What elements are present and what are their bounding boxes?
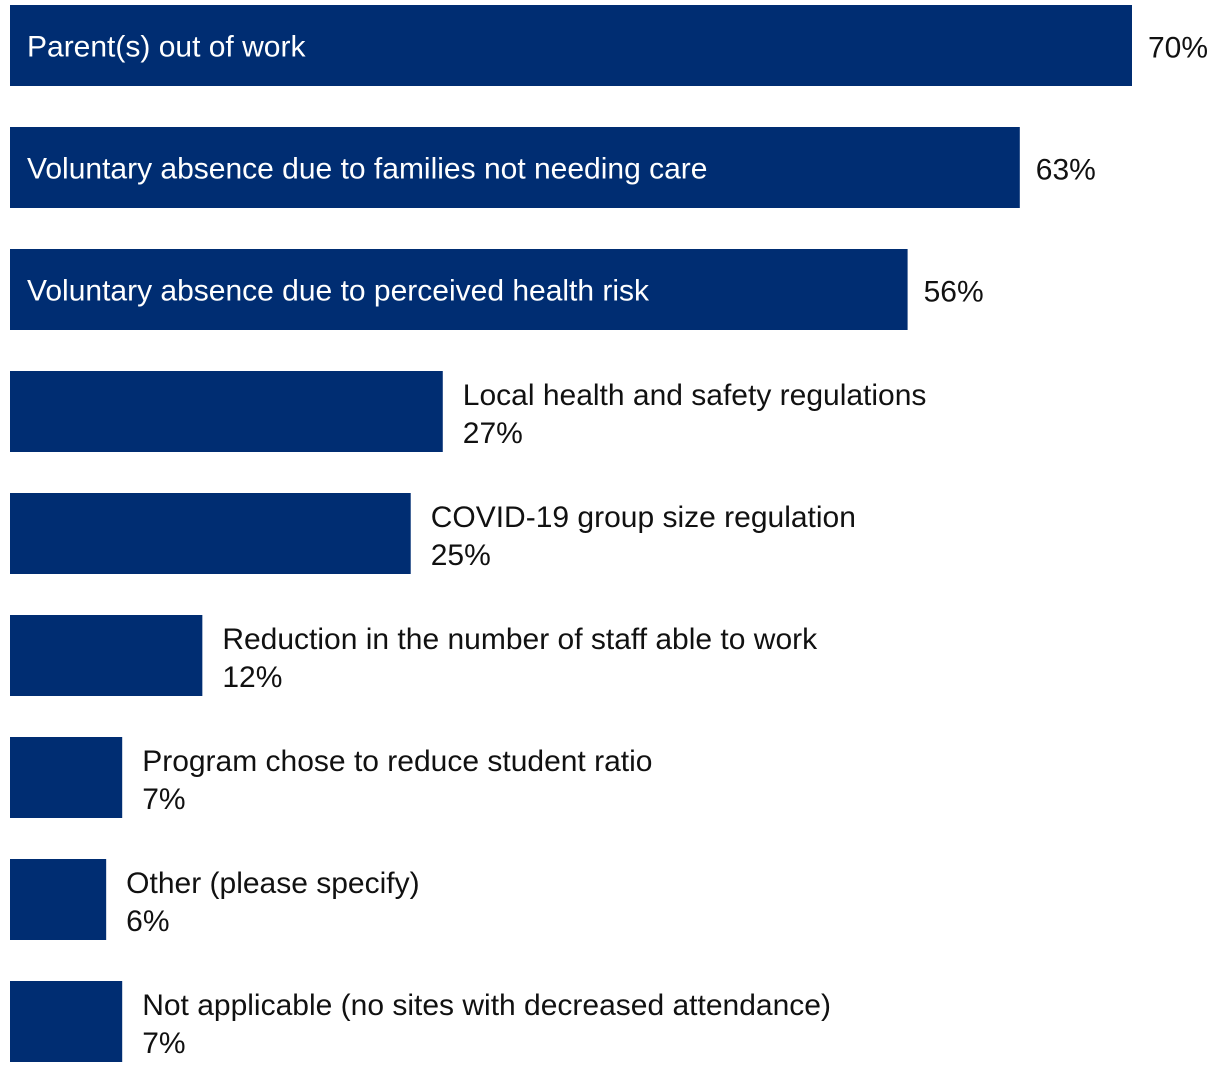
bar [10, 371, 443, 452]
value-label: 6% [126, 905, 169, 938]
category-label: COVID-19 group size regulation [431, 501, 856, 534]
value-label: 25% [431, 539, 491, 572]
value-label: 7% [142, 1027, 185, 1060]
value-label: 56% [924, 276, 984, 309]
category-label: Other (please specify) [126, 867, 419, 900]
value-label: 70% [1148, 32, 1208, 65]
category-label: Voluntary absence due to families not ne… [27, 153, 707, 186]
category-label: Reduction in the number of staff able to… [222, 623, 818, 656]
value-label: 7% [142, 783, 185, 816]
bar [10, 249, 908, 330]
category-label: Program chose to reduce student ratio [142, 745, 652, 778]
category-label: Not applicable (no sites with decreased … [142, 989, 831, 1022]
bar [10, 127, 1020, 208]
bar [10, 5, 1132, 86]
value-label: 63% [1036, 154, 1096, 187]
bar [10, 981, 123, 1062]
bar [10, 859, 107, 940]
bar [10, 615, 203, 696]
bar [10, 737, 123, 818]
category-label: Voluntary absence due to perceived healt… [27, 275, 650, 308]
category-label: Local health and safety regulations [463, 379, 927, 412]
value-label: 27% [463, 417, 523, 450]
bar [10, 493, 411, 574]
value-label: 12% [222, 661, 282, 694]
category-label: Parent(s) out of work [27, 31, 306, 64]
